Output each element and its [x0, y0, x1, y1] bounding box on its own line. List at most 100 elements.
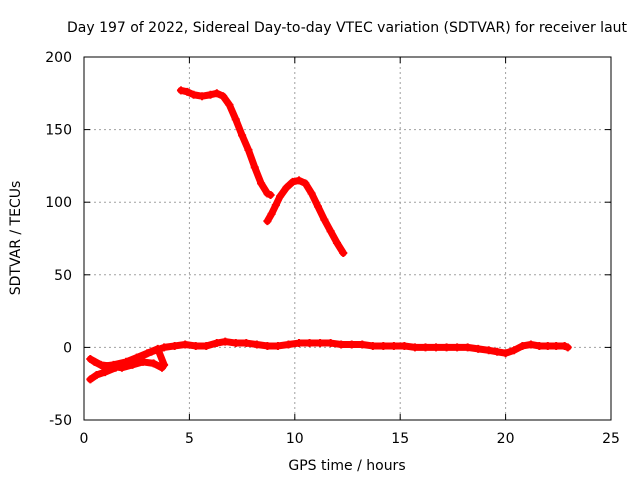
- data-point: [219, 92, 228, 101]
- y-tick-label: 100: [45, 195, 72, 211]
- y-tick-label: 150: [45, 123, 72, 139]
- data-point: [128, 360, 137, 369]
- data-point: [252, 340, 261, 349]
- data-point: [98, 362, 107, 371]
- data-point: [368, 341, 377, 350]
- x-tick-label: 10: [286, 431, 304, 447]
- y-axis-label: SDTVAR / TECUs: [8, 181, 24, 296]
- data-point: [202, 341, 211, 350]
- y-tick-label: 200: [45, 50, 72, 66]
- data-point: [347, 340, 356, 349]
- data-point: [337, 340, 346, 349]
- data-point: [101, 368, 110, 377]
- data-point: [432, 343, 441, 352]
- data-point: [117, 363, 126, 372]
- y-tick-label: 0: [63, 340, 72, 356]
- data-point: [307, 189, 316, 198]
- data-point: [276, 192, 285, 201]
- data-point: [183, 87, 192, 96]
- data-point: [474, 344, 483, 353]
- y-tick-label: 50: [54, 268, 72, 284]
- data-point: [153, 344, 162, 353]
- data-point: [389, 341, 398, 350]
- data-point: [400, 341, 409, 350]
- data-point: [212, 339, 221, 348]
- data-point: [250, 163, 259, 172]
- data-point: [284, 340, 293, 349]
- data-point: [421, 343, 430, 352]
- data-point: [176, 86, 185, 95]
- data-point: [339, 249, 348, 258]
- chart-title: Day 197 of 2022, Sidereal Day-to-day VTE…: [67, 20, 628, 36]
- data-point: [442, 343, 451, 352]
- data-point: [134, 353, 143, 362]
- series-line: [263, 176, 347, 257]
- series-arc-2: [263, 176, 348, 258]
- data-point: [313, 202, 322, 211]
- data-point: [518, 341, 527, 350]
- data-point: [122, 357, 131, 366]
- data-point: [463, 343, 472, 352]
- x-tick-label: 15: [391, 431, 409, 447]
- data-point: [379, 341, 388, 350]
- x-tick-label: 5: [185, 431, 194, 447]
- x-tick-label: 25: [602, 431, 620, 447]
- data-point: [86, 355, 95, 364]
- data-point: [149, 359, 158, 368]
- plot-frame: [83, 56, 612, 421]
- data-point: [109, 360, 118, 369]
- data-point: [526, 340, 535, 349]
- data-point: [332, 238, 341, 247]
- data-point: [238, 131, 247, 140]
- data-point: [221, 337, 230, 346]
- axis-ticks: 0 5 10 15 20 25 -50 0 50 100 150 200: [45, 50, 620, 447]
- data-point: [263, 217, 272, 226]
- data-point: [501, 349, 510, 358]
- series-line: [177, 86, 275, 199]
- series-arc-1: [176, 86, 275, 199]
- data-point: [493, 347, 502, 356]
- data-point: [410, 343, 419, 352]
- data-point: [510, 346, 519, 355]
- data-point: [552, 341, 561, 350]
- data-point: [320, 215, 329, 224]
- series-arc-3: [86, 337, 572, 384]
- data-point: [257, 179, 266, 188]
- data-point: [212, 89, 221, 98]
- data-point: [242, 339, 251, 348]
- data-point: [206, 90, 215, 99]
- data-point: [90, 357, 99, 366]
- data-point: [139, 357, 148, 366]
- data-point: [181, 340, 190, 349]
- data-point: [231, 115, 240, 124]
- data-point: [563, 343, 572, 352]
- data-point: [271, 201, 280, 210]
- data-point: [191, 341, 200, 350]
- grid-lines: [84, 57, 611, 420]
- x-tick-label: 20: [497, 431, 515, 447]
- data-point: [170, 341, 179, 350]
- data-marks: [86, 86, 572, 384]
- data-point: [326, 339, 335, 348]
- data-point: [231, 339, 240, 348]
- data-point: [295, 339, 304, 348]
- data-point: [326, 227, 335, 236]
- y-tick-label: -50: [49, 413, 72, 429]
- data-point: [295, 176, 304, 185]
- data-point: [266, 190, 275, 199]
- data-point: [267, 209, 276, 218]
- data-point: [263, 341, 272, 350]
- x-axis-label: GPS time / hours: [288, 458, 405, 474]
- data-point: [282, 183, 291, 192]
- data-point: [147, 347, 156, 356]
- data-point: [484, 346, 493, 355]
- x-tick-label: 0: [80, 431, 89, 447]
- data-point: [160, 343, 169, 352]
- data-point: [157, 363, 166, 372]
- data-point: [453, 343, 462, 352]
- data-point: [273, 341, 282, 350]
- data-point: [316, 339, 325, 348]
- data-point: [143, 349, 152, 358]
- data-point: [543, 341, 552, 350]
